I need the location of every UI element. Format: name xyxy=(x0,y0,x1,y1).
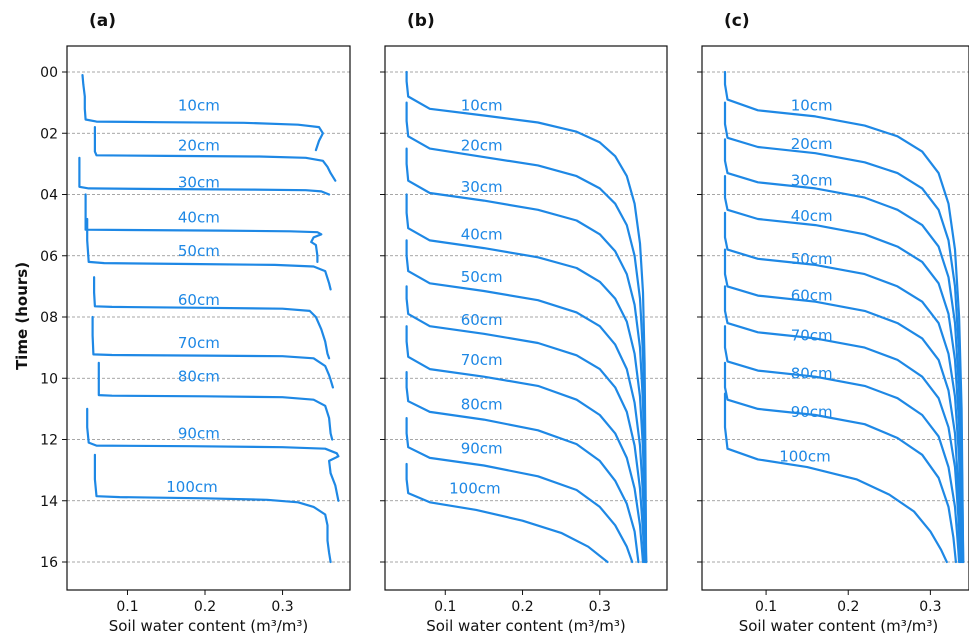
series-label-40cm: 40cm xyxy=(791,207,833,225)
series-label-30cm: 30cm xyxy=(178,173,220,191)
y-tick-label: 10 xyxy=(40,371,58,387)
y-tick-label: 14 xyxy=(40,494,58,510)
panel-label: (b) xyxy=(407,11,435,31)
series-line-10cm xyxy=(81,74,324,152)
x-tick-label: 0.1 xyxy=(755,599,777,615)
series-line-80cm xyxy=(97,361,334,441)
series-line-100cm xyxy=(93,453,332,564)
series-line-20cm xyxy=(723,101,965,564)
series-line-10cm xyxy=(723,70,965,564)
y-tick-label: 12 xyxy=(40,433,58,449)
plot-frame xyxy=(66,45,351,591)
series-label-100cm: 100cm xyxy=(779,447,831,465)
x-axis-label: Soil water content (m³/m³) xyxy=(426,617,626,635)
x-tick-label: 0.2 xyxy=(511,599,533,615)
series-line-40cm xyxy=(84,193,323,263)
series-label-100cm: 100cm xyxy=(449,480,501,498)
series-line-70cm xyxy=(723,285,962,564)
x-axis-label: Soil water content (m³/m³) xyxy=(739,617,939,635)
x-tick-label: 0.3 xyxy=(271,599,293,615)
series-label-20cm: 20cm xyxy=(791,135,833,153)
series-label-60cm: 60cm xyxy=(461,311,503,329)
y-tick-label: 16 xyxy=(40,555,58,571)
y-tick-label: 06 xyxy=(40,249,58,265)
series-label-70cm: 70cm xyxy=(178,334,220,352)
series-label-70cm: 70cm xyxy=(791,326,833,344)
series-label-60cm: 60cm xyxy=(178,291,220,309)
panel-label: (c) xyxy=(724,11,750,31)
x-tick-label: 0.2 xyxy=(194,599,216,615)
x-tick-label: 0.2 xyxy=(837,599,859,615)
series-line-100cm xyxy=(723,392,948,564)
series-label-90cm: 90cm xyxy=(178,424,220,442)
series-line-50cm xyxy=(405,239,647,564)
y-tick-label: 08 xyxy=(40,310,58,326)
series-label-40cm: 40cm xyxy=(461,225,503,243)
x-axis-label: Soil water content (m³/m³) xyxy=(109,617,309,635)
plot-frame xyxy=(701,45,969,591)
series-line-30cm xyxy=(723,138,964,564)
plot-frame xyxy=(384,45,668,591)
series-label-90cm: 90cm xyxy=(791,403,833,421)
series-label-50cm: 50cm xyxy=(178,242,220,260)
series-line-50cm xyxy=(86,217,332,291)
series-line-60cm xyxy=(93,276,331,360)
series-label-10cm: 10cm xyxy=(791,97,833,115)
series-line-100cm xyxy=(405,462,609,564)
series-label-50cm: 50cm xyxy=(791,250,833,268)
series-line-40cm xyxy=(405,193,648,564)
panel-a: (a) 00 02 04 06 08 10 12 14 16 0.1 0.2 0.3 Soil water… xyxy=(13,11,351,635)
panel-c: (c) 0.1 0.2 0.3 Soil water content (m³/m³) 10… xyxy=(697,11,969,635)
series-label-10cm: 10cm xyxy=(178,97,220,115)
series-line-20cm xyxy=(405,101,648,564)
series-label-60cm: 60cm xyxy=(791,287,833,305)
series-line-60cm xyxy=(723,248,962,564)
series-line-30cm xyxy=(405,147,648,564)
series-line-90cm xyxy=(723,361,957,564)
series-label-20cm: 20cm xyxy=(461,137,503,155)
series-line-50cm xyxy=(723,211,963,564)
series-label-100cm: 100cm xyxy=(166,478,218,496)
series-label-10cm: 10cm xyxy=(461,97,503,115)
series-line-70cm xyxy=(91,315,334,389)
series-label-30cm: 30cm xyxy=(791,172,833,190)
series-line-40cm xyxy=(723,175,964,564)
series-line-70cm xyxy=(405,325,645,564)
series-line-80cm xyxy=(723,325,961,564)
series-label-20cm: 20cm xyxy=(178,137,220,155)
y-tick-label: 00 xyxy=(40,65,58,81)
series-line-20cm xyxy=(93,126,337,182)
series-line-10cm xyxy=(405,70,648,564)
series-label-50cm: 50cm xyxy=(461,268,503,286)
y-tick-label: 02 xyxy=(40,126,58,142)
panel-b: (b) 0.1 0.2 0.3 Soil water content (m³/m³) 10… xyxy=(380,11,668,635)
panel-label: (a) xyxy=(89,11,116,31)
series-label-80cm: 80cm xyxy=(461,395,503,413)
y-tick-label: 04 xyxy=(40,188,58,204)
series-label-90cm: 90cm xyxy=(461,440,503,458)
series-label-30cm: 30cm xyxy=(461,178,503,196)
series-label-80cm: 80cm xyxy=(791,365,833,383)
x-tick-label: 0.3 xyxy=(919,599,941,615)
x-tick-label: 0.1 xyxy=(116,599,138,615)
series-line-80cm xyxy=(405,371,640,564)
series-label-80cm: 80cm xyxy=(178,368,220,386)
y-axis-label: Time (hours) xyxy=(13,262,31,370)
series-line-60cm xyxy=(405,285,646,564)
x-tick-label: 0.1 xyxy=(434,599,456,615)
series-label-40cm: 40cm xyxy=(178,208,220,226)
series-label-70cm: 70cm xyxy=(461,351,503,369)
series-line-90cm xyxy=(405,417,634,564)
series-line-90cm xyxy=(86,407,340,502)
series-line-30cm xyxy=(78,156,331,196)
x-tick-label: 0.3 xyxy=(589,599,611,615)
